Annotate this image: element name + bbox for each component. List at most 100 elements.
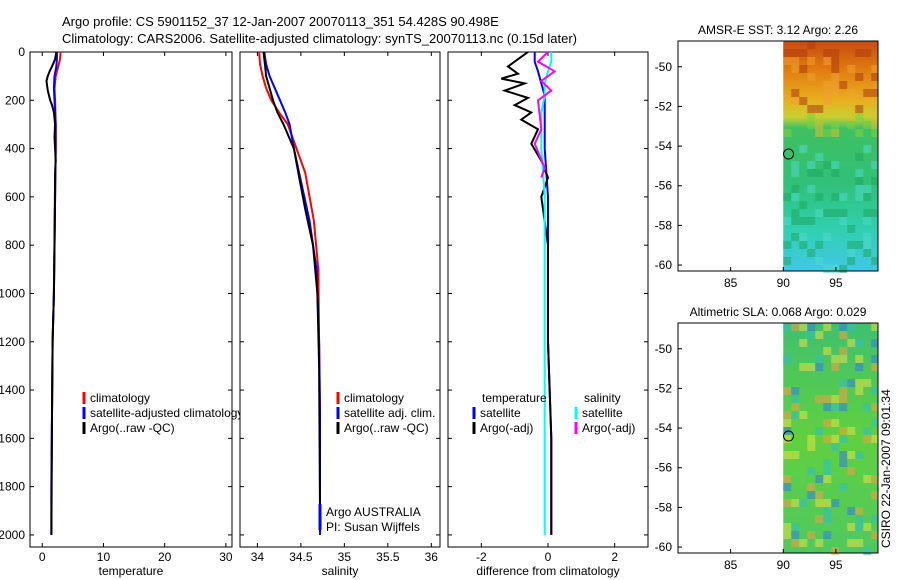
field-cell	[791, 185, 800, 193]
field-cell	[855, 451, 864, 459]
field-cell	[839, 459, 848, 467]
y-tick-label: 1800	[0, 480, 25, 494]
legend-label: satellite	[582, 406, 623, 420]
field-cell	[831, 89, 840, 97]
field-cell	[783, 387, 792, 395]
x-tick-label: 85	[724, 276, 738, 290]
legend-label: Argo(..raw -QC)	[90, 421, 175, 435]
x-tick-label: 34.5	[289, 550, 313, 564]
field-cell	[799, 339, 808, 347]
field-cell	[791, 531, 800, 539]
field-cell	[839, 81, 848, 89]
header-line-1: Argo profile: CS 5901152_37 12-Jan-2007 …	[62, 14, 499, 29]
legend-label: satellite adj. clim.	[344, 406, 435, 420]
field-cell	[807, 531, 816, 539]
field-cell	[831, 73, 840, 81]
field-cell	[871, 419, 878, 427]
y-tick-label: -56	[655, 179, 673, 193]
y-tick-label: -52	[655, 99, 673, 113]
x-tick-label: 34	[251, 550, 265, 564]
field-cell	[815, 193, 824, 201]
field-cell	[791, 97, 800, 105]
legend-group-title: temperature	[482, 391, 547, 405]
field-cell	[791, 169, 800, 177]
float-position-marker	[783, 430, 795, 442]
field-cell	[791, 161, 800, 169]
x-tick-label: 90	[777, 276, 791, 290]
field-cell	[847, 249, 856, 257]
field-cell	[807, 121, 816, 129]
field-cell	[807, 323, 816, 331]
field-cell	[815, 241, 824, 249]
x-tick-label: 95	[829, 276, 843, 290]
field-cell	[823, 507, 832, 515]
y-tick-label: -58	[655, 218, 673, 232]
field-cell	[855, 379, 864, 387]
field-cell	[783, 57, 792, 65]
field-cell	[799, 233, 808, 241]
map-title: Altimetric SLA: 0.068 Argo: 0.029	[690, 305, 867, 319]
field-cell	[871, 323, 878, 331]
field-cell	[807, 113, 816, 121]
field-cell	[815, 515, 824, 523]
field-cell	[863, 547, 872, 555]
field-cell	[783, 49, 792, 57]
field-cell	[871, 73, 878, 81]
field-cell	[855, 113, 864, 121]
field-cell	[847, 523, 856, 531]
field-cell	[855, 339, 864, 347]
field-cell	[783, 241, 792, 249]
field-cell	[823, 435, 832, 443]
x-tick-label: 30	[219, 550, 233, 564]
field-cell	[783, 499, 792, 507]
field-cell	[839, 265, 848, 273]
field-cell	[831, 81, 840, 89]
field-cell	[839, 435, 848, 443]
field-cell	[823, 57, 832, 65]
field-cell	[791, 523, 800, 531]
field-cell	[815, 209, 824, 217]
field-cell	[823, 89, 832, 97]
field-cell	[823, 209, 832, 217]
field-cell	[831, 169, 840, 177]
field-cell	[871, 491, 878, 499]
field-cell	[871, 209, 878, 217]
field-cell	[871, 121, 878, 129]
sst-map-panel: AMSR-E SST: 3.12 Argo: 2.26 85 90 95 -50 -52 -…	[655, 23, 879, 290]
field-cell	[783, 523, 792, 531]
salinity-panel: 34 34.5 35 35.5 36 salinity climatologysatelli…	[239, 51, 441, 578]
note-line: PI: Susan Wijffels	[326, 520, 420, 534]
field-cell	[839, 217, 848, 225]
series-line-black	[501, 51, 553, 535]
legend-label: Argo(-adj)	[582, 421, 635, 435]
field-cell	[799, 241, 808, 249]
field-cell	[799, 323, 808, 331]
field-cell	[831, 209, 840, 217]
field-cell	[831, 547, 840, 555]
field-cell	[783, 193, 792, 201]
field-cell	[847, 467, 856, 475]
field-cell	[807, 249, 816, 257]
field-cell	[855, 507, 864, 515]
field-cell	[807, 105, 816, 113]
field-cell	[863, 523, 872, 531]
field-cell	[847, 113, 856, 121]
field-cell	[783, 419, 792, 427]
field-cell	[855, 241, 864, 249]
field-cell	[823, 81, 832, 89]
field-cell	[871, 403, 878, 411]
field-cell	[791, 387, 800, 395]
field-cell	[871, 177, 878, 185]
field-cell	[799, 217, 808, 225]
field-cell	[831, 499, 840, 507]
x-tick-label: 36	[425, 550, 439, 564]
field-cell	[823, 49, 832, 57]
csiro-credit: CSIRO 22-Jan-2007 09:01:34	[879, 389, 893, 548]
field-cell	[847, 427, 856, 435]
x-axis-label: temperature	[99, 564, 164, 578]
field-cell	[823, 347, 832, 355]
field-cell	[791, 193, 800, 201]
field-cell	[847, 323, 856, 331]
field-cell	[863, 475, 872, 483]
field-cell	[871, 355, 878, 363]
